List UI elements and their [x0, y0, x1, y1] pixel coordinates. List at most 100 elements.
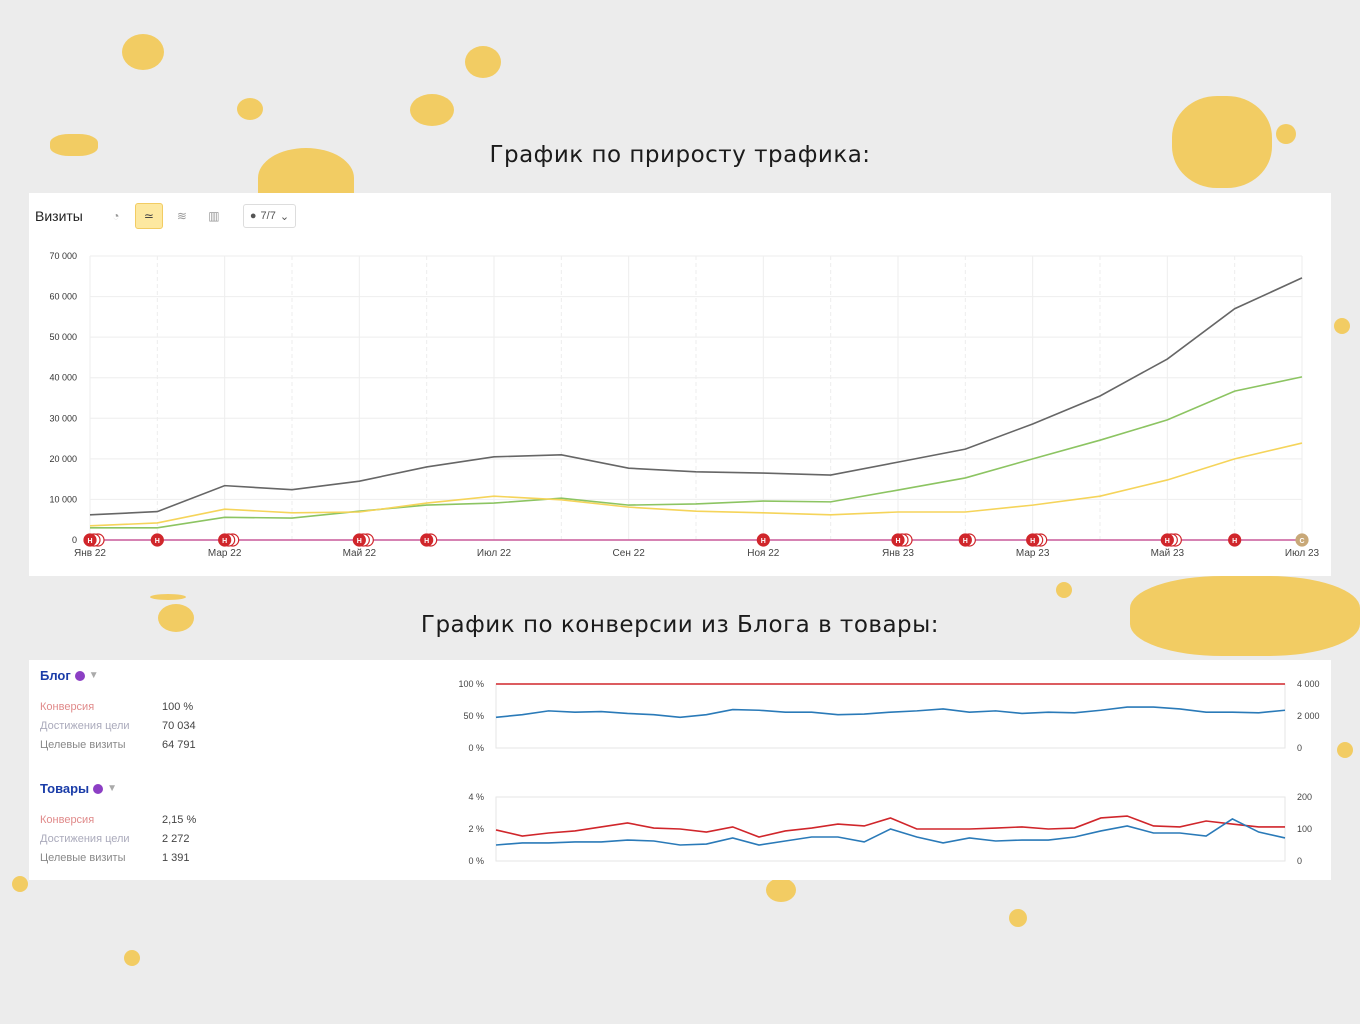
goal-name[interactable]: Товары: [40, 781, 90, 796]
paint-blob: [237, 98, 263, 120]
annotation-marker-icon: [150, 533, 164, 547]
annotation-marker-label: С: [1299, 538, 1304, 545]
y-tick-label-right: 2 000: [1297, 711, 1320, 721]
y-tick-label-left: 0 %: [468, 743, 484, 753]
series-line: [495, 815, 1285, 838]
paint-blob: [1276, 124, 1296, 144]
paint-blob: [465, 46, 501, 78]
y-tick-label: 10 000: [49, 494, 77, 504]
paint-blob: [1337, 742, 1353, 758]
goal-products: Товары ▼ Конверсия 2,15 % Достижения цели…: [40, 781, 196, 867]
annotation-marker-label: Н: [424, 538, 429, 545]
series-line: [90, 376, 1303, 529]
metric-label: Целевые визиты: [40, 851, 126, 864]
annotations-select[interactable]: ● 7/7 ⌄: [242, 204, 297, 228]
annotation-marker-icon: [420, 533, 434, 547]
series-line: [89, 277, 1303, 516]
metric-label: Целевые визиты: [40, 738, 126, 751]
y-tick-label: 50 000: [49, 332, 77, 342]
conversion-heading: График по конверсии из Блога в товары:: [420, 612, 940, 638]
annotation-marker-icon: [1160, 533, 1174, 547]
paint-blob: [410, 94, 454, 126]
goal-title: Блог ▼: [40, 668, 196, 683]
plot-frame: [495, 683, 1286, 749]
y-tick-label-right: 200: [1297, 792, 1312, 802]
annotation-marker-icon: [83, 533, 97, 547]
y-tick-label: 40 000: [49, 373, 77, 383]
y-tick-label: 60 000: [49, 292, 77, 302]
x-tick-label: Май 22: [343, 548, 377, 559]
series-line: [89, 442, 1303, 527]
metric-value: 70 034: [162, 719, 196, 732]
paint-blob: [1334, 318, 1350, 334]
x-tick-label: Янв 22: [74, 548, 106, 559]
goal-badge-icon: [74, 670, 85, 681]
chevron-down-icon: ⌄: [279, 210, 290, 223]
y-tick-label-right: 4 000: [1297, 679, 1320, 689]
goal-blog: Блог ▼ Конверсия 100 % Достижения цели 70 …: [40, 668, 196, 754]
conversion-charts: 0 % 50 % 100 % 0 2 000 4 000 0 % 2 % 4 % 0 100 200: [458, 679, 1320, 866]
paint-blob: [150, 594, 186, 600]
metric-label: Достижения цели: [40, 832, 130, 845]
y-tick-label-left: 100 %: [458, 679, 484, 689]
metric-value: 100 %: [162, 700, 194, 713]
paint-blob: [1172, 96, 1272, 188]
y-tick-label: 0: [72, 535, 77, 545]
annotation-marker-label: Н: [87, 538, 92, 545]
bar-chart-icon[interactable]: ▥: [208, 209, 220, 223]
y-tick-label-right: 0: [1297, 743, 1302, 753]
paint-blob: [124, 950, 140, 966]
annotation-marker-icon: [1026, 533, 1040, 547]
metric-label: Конверсия: [40, 700, 95, 713]
goal-badge-icon: [93, 783, 104, 794]
annotations-count: 7/7: [260, 210, 276, 222]
annotation-marker-icon: [891, 533, 905, 547]
metric-row: Конверсия 100 %: [40, 697, 196, 716]
conversion-panel: Блог ▼ Конверсия 100 % Достижения цели 70 …: [29, 660, 1331, 880]
metric-row: Конверсия 2,15 %: [40, 810, 196, 829]
paint-blob: [50, 134, 98, 156]
paint-blob: [1130, 576, 1360, 656]
paint-blob: [1009, 909, 1027, 927]
metric-value: 64 791: [162, 738, 196, 751]
x-tick-label: Мар 22: [208, 548, 242, 559]
metric-value: 1 391: [162, 851, 190, 864]
metric-row: Целевые визиты 1 391: [40, 848, 196, 867]
annotation-marker-icon: [218, 533, 232, 547]
y-tick-label-left: 0 %: [468, 856, 484, 866]
chart-toolbar: Визиты ◔ ≃ ≋ ▥ ● 7/7 ⌄: [35, 203, 297, 229]
plot-frame: [495, 796, 1286, 862]
metric-label: Достижения цели: [40, 719, 130, 732]
annotation-marker-label: Н: [155, 538, 160, 545]
area-chart-icon[interactable]: ≋: [176, 209, 187, 223]
x-tick-label: Июл 23: [1285, 548, 1320, 559]
traffic-chart: 0 10 000 20 000 30 000 40 000 50 000 60 000 70 …: [49, 251, 1320, 559]
metric-value: 2,15 %: [162, 813, 197, 826]
metric-row: Достижения цели 70 034: [40, 716, 196, 735]
metric-value: 2 272: [162, 832, 190, 845]
series-line: [495, 706, 1286, 719]
annotation-marker-label: Н: [1165, 538, 1170, 545]
metric-row: Целевые визиты 64 791: [40, 735, 196, 754]
x-tick-label: Мар 23: [1016, 548, 1050, 559]
y-tick-label-left: 4 %: [468, 792, 484, 802]
x-tick-label: Сен 22: [613, 548, 646, 559]
y-tick-label-left: 2 %: [468, 824, 484, 834]
filter-icon[interactable]: ▼: [107, 783, 118, 794]
filter-icon[interactable]: ▼: [88, 670, 99, 681]
x-tick-label: Янв 23: [882, 548, 914, 559]
y-tick-label: 30 000: [49, 413, 77, 423]
traffic-heading: График по приросту трафика:: [489, 142, 871, 168]
paint-blob: [1056, 582, 1072, 598]
paint-blob: [766, 878, 796, 902]
y-tick-label: 70 000: [49, 251, 77, 261]
line-chart-icon[interactable]: ≃: [134, 203, 163, 229]
annotation-marker-label: Н: [761, 538, 766, 545]
y-tick-label-right: 100: [1297, 824, 1312, 834]
metric-title: Визиты: [35, 208, 83, 224]
paint-blob: [12, 876, 28, 892]
pie-icon[interactable]: ◔: [112, 209, 120, 223]
goal-name[interactable]: Блог: [40, 668, 71, 683]
metric-label: Конверсия: [40, 813, 95, 826]
annotation-marker-icon: [958, 533, 972, 547]
